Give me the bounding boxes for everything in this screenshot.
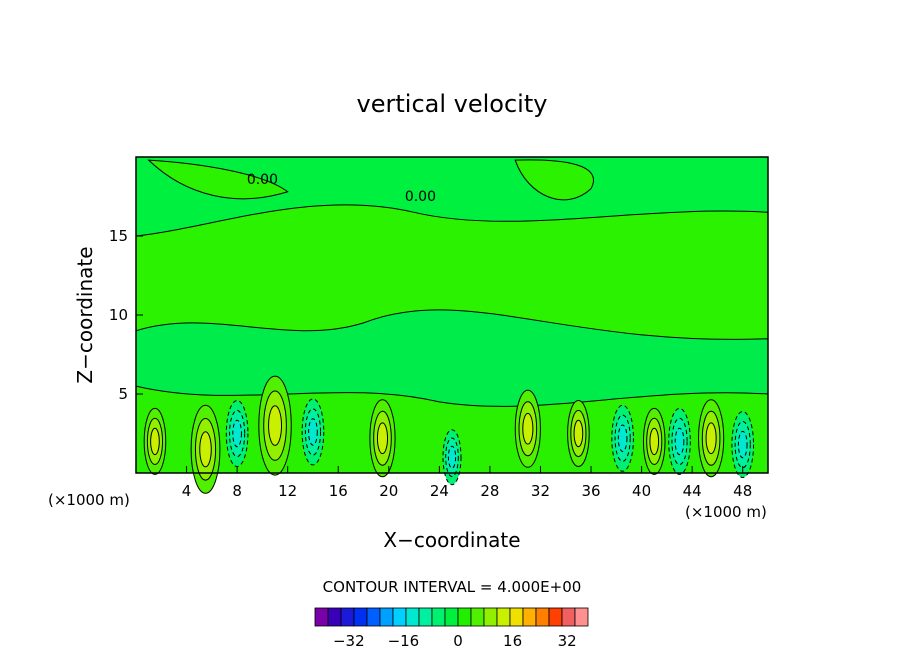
y-tick-label: 15	[109, 227, 128, 245]
colorbar-swatch	[405, 607, 420, 627]
y-tick-label: 5	[118, 385, 128, 403]
velocity-field	[135, 156, 769, 494]
colorbar-tick-labels: −32 −16 0 16 32	[333, 632, 577, 650]
upper-cell-left	[147, 159, 289, 200]
y-axis-ticks: 5 10 15	[109, 227, 143, 403]
updraft-contour	[649, 427, 660, 456]
y-axis-label: Z−coordinate	[73, 246, 97, 383]
colorbar-swatch	[548, 607, 563, 627]
downdraft-contour	[617, 424, 628, 452]
x-tick-label: 28	[480, 482, 499, 500]
colorbar-tick-label: −32	[333, 632, 365, 650]
colorbar-tick-label: 16	[503, 632, 522, 650]
x-tick-label: 12	[278, 482, 297, 500]
x-tick-label: 16	[329, 482, 348, 500]
colorbar-tick-label: 0	[453, 632, 463, 650]
upper-cell-right	[514, 159, 594, 201]
x-tick-label: 44	[683, 482, 702, 500]
updraft-contour	[522, 412, 534, 445]
downdraft-contour	[737, 430, 748, 459]
colorbar-swatch	[522, 607, 537, 627]
colorbar-swatch	[340, 607, 355, 627]
x-tick-label: 20	[379, 482, 398, 500]
downdraft-contour	[308, 418, 318, 446]
downdraft-contour	[674, 427, 685, 456]
updraft-contour	[199, 431, 212, 468]
colorbar-swatch	[353, 607, 368, 627]
colorbar-swatch	[496, 607, 511, 627]
downdraft-contour	[232, 419, 242, 448]
colorbar-swatch	[444, 607, 459, 627]
x-unit-right: (×1000 m)	[685, 503, 767, 521]
colorbar-swatch	[535, 607, 550, 627]
colorbar-swatch	[574, 607, 589, 627]
updraft-contour	[705, 422, 717, 455]
updraft-contour	[268, 405, 283, 446]
colorbar-tick-label: 32	[558, 632, 577, 650]
colorbar-swatch	[418, 607, 433, 627]
colorbar-swatch	[379, 607, 394, 627]
x-tick-label: 36	[581, 482, 600, 500]
downdraft-contour	[447, 445, 457, 469]
colorbar-swatch	[561, 607, 576, 627]
contour-interval-text: CONTOUR INTERVAL = 4.000E+00	[323, 578, 582, 596]
contour-labels: 0.00 0.00	[247, 172, 436, 205]
contour-label: 0.00	[405, 189, 436, 205]
updraft-contour	[376, 422, 389, 455]
x-tick-label: 4	[182, 482, 192, 500]
chart-title: vertical velocity	[357, 90, 548, 118]
x-unit-left: (×1000 m)	[48, 491, 130, 509]
colorbar-tick-label: −16	[388, 632, 420, 650]
x-axis-ticks: 4 8 12 16 20 24 28 32 36 40 44 48	[182, 466, 752, 500]
x-tick-label: 24	[430, 482, 449, 500]
updraft-contour	[150, 427, 160, 456]
x-tick-label: 32	[531, 482, 550, 500]
colorbar-swatch	[483, 607, 498, 627]
updraft-contour	[573, 419, 584, 448]
x-axis-label: X−coordinate	[383, 528, 520, 552]
y-tick-label: 10	[109, 306, 128, 324]
colorbar-swatch	[366, 607, 381, 627]
colorbar-swatch	[314, 607, 329, 627]
x-tick-label: 8	[232, 482, 242, 500]
upper-band	[135, 156, 769, 237]
colorbar-swatch	[431, 607, 446, 627]
colorbar	[314, 607, 589, 627]
colorbar-swatch	[457, 607, 472, 627]
colorbar-swatch	[509, 607, 524, 627]
colorbar-swatch	[470, 607, 485, 627]
plot-area	[135, 156, 769, 494]
colorbar-swatch	[327, 607, 342, 627]
colorbar-swatch	[392, 607, 407, 627]
x-tick-label: 48	[733, 482, 752, 500]
contour-label: 0.00	[247, 172, 278, 188]
x-tick-label: 40	[632, 482, 651, 500]
